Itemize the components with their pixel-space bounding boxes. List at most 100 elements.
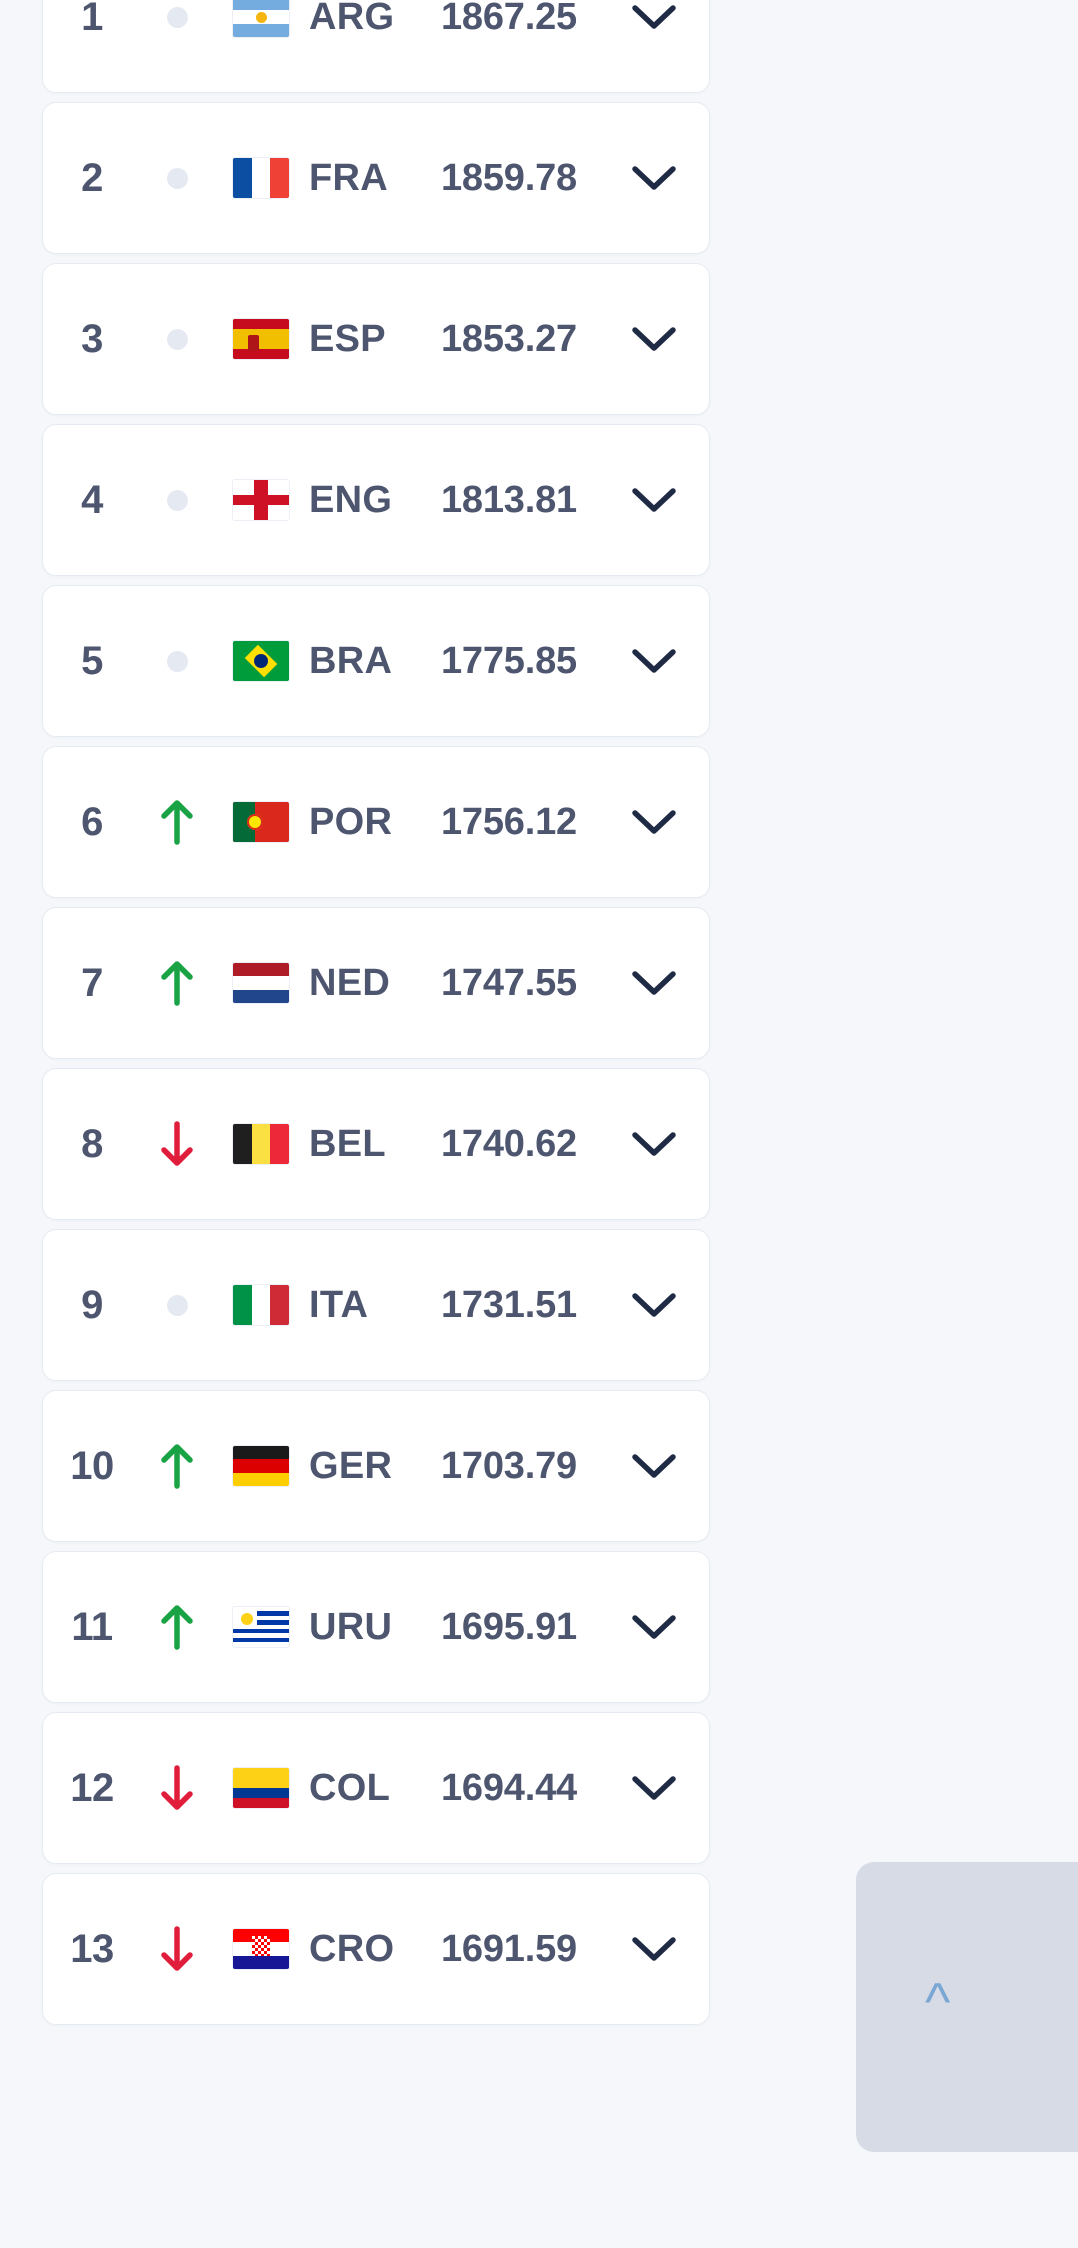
country-flag	[213, 158, 309, 198]
country-code: FRA	[309, 156, 388, 199]
rank-points: 1731.51	[441, 1283, 577, 1326]
rank-position: 3	[81, 316, 103, 361]
table-row[interactable]: 13 CRO 1691.59	[42, 1873, 710, 2025]
country-code: NED	[309, 961, 391, 1004]
country-flag	[213, 1124, 309, 1164]
rank-points: 1859.78	[441, 156, 577, 199]
country-flag	[213, 0, 309, 37]
country-code: BRA	[309, 639, 393, 682]
flag-brazil-icon	[233, 641, 289, 681]
expand-row-button[interactable]	[599, 486, 709, 514]
rank-points: 1867.25	[441, 0, 577, 38]
country-code: URU	[309, 1605, 393, 1648]
expand-row-button[interactable]	[599, 1935, 709, 1963]
country-flag	[213, 641, 309, 681]
rank-points: 1756.12	[441, 800, 577, 843]
expand-row-button[interactable]	[599, 1291, 709, 1319]
movement-down-icon	[160, 1121, 194, 1167]
movement-up-icon	[160, 960, 194, 1006]
country-code: COL	[309, 1766, 391, 1809]
country-flag	[213, 480, 309, 520]
rank-position: 1	[81, 0, 103, 39]
flag-germany-icon	[233, 1446, 289, 1486]
table-row[interactable]: 12 COL 1694.44	[42, 1712, 710, 1864]
expand-row-button[interactable]	[599, 164, 709, 192]
ranking-list[interactable]: 1 ARG 1867.25 2 FRA 1859.78 3 ESP 1853.27 4 ENG 181…	[0, 0, 1078, 2034]
flag-italy-icon	[233, 1285, 289, 1325]
flag-spain-icon	[233, 319, 289, 359]
country-flag	[213, 1285, 309, 1325]
expand-row-button[interactable]	[599, 1452, 709, 1480]
rank-position: 2	[81, 155, 103, 200]
movement-none-icon	[166, 650, 188, 672]
table-row[interactable]: 7 NED 1747.55	[42, 907, 710, 1059]
table-row[interactable]: 4 ENG 1813.81	[42, 424, 710, 576]
expand-row-button[interactable]	[599, 325, 709, 353]
rank-points: 1775.85	[441, 639, 577, 682]
rank-movement	[141, 799, 213, 845]
chevron-down-icon	[631, 325, 677, 353]
rank-movement	[141, 960, 213, 1006]
movement-up-icon	[160, 1443, 194, 1489]
rank-position: 4	[81, 477, 103, 522]
expand-row-button[interactable]	[599, 647, 709, 675]
expand-row-button[interactable]	[599, 1130, 709, 1158]
table-row[interactable]: 6 POR 1756.12	[42, 746, 710, 898]
movement-up-icon	[160, 1604, 194, 1650]
table-row[interactable]: 8 BEL 1740.62	[42, 1068, 710, 1220]
country-flag	[213, 1607, 309, 1647]
rank-position: 10	[70, 1443, 114, 1488]
rank-points: 1813.81	[441, 478, 577, 521]
table-row[interactable]: 1 ARG 1867.25	[42, 0, 710, 93]
rank-points: 1853.27	[441, 317, 577, 360]
movement-none-icon	[166, 328, 188, 350]
rank-movement	[141, 167, 213, 189]
flag-argentina-icon	[233, 0, 289, 37]
table-row[interactable]: 9 ITA 1731.51	[42, 1229, 710, 1381]
rank-points: 1695.91	[441, 1605, 577, 1648]
rank-points: 1691.59	[441, 1927, 577, 1970]
table-row[interactable]: 3 ESP 1853.27	[42, 263, 710, 415]
expand-row-button[interactable]	[599, 808, 709, 836]
chevron-down-icon	[631, 486, 677, 514]
flag-uruguay-icon	[233, 1607, 289, 1647]
rank-movement	[141, 1443, 213, 1489]
table-row[interactable]: 5 BRA 1775.85	[42, 585, 710, 737]
table-row[interactable]: 11 URU 1695.91	[42, 1551, 710, 1703]
rank-position: 6	[81, 799, 103, 844]
rank-position: 8	[81, 1121, 103, 1166]
country-flag	[213, 1768, 309, 1808]
expand-row-button[interactable]	[599, 3, 709, 31]
table-row[interactable]: 10 GER 1703.79	[42, 1390, 710, 1542]
table-row[interactable]: 2 FRA 1859.78	[42, 102, 710, 254]
expand-row-button[interactable]	[599, 969, 709, 997]
rank-movement	[141, 1926, 213, 1972]
chevron-down-icon	[631, 647, 677, 675]
chevron-down-icon	[631, 164, 677, 192]
chevron-down-icon	[631, 1291, 677, 1319]
rank-movement	[141, 1604, 213, 1650]
country-flag	[213, 319, 309, 359]
rank-movement	[141, 328, 213, 350]
chevron-down-icon	[631, 808, 677, 836]
rank-movement	[141, 489, 213, 511]
movement-up-icon	[160, 799, 194, 845]
movement-none-icon	[166, 1294, 188, 1316]
country-flag	[213, 802, 309, 842]
rank-movement	[141, 1294, 213, 1316]
expand-row-button[interactable]	[599, 1613, 709, 1641]
country-code: ITA	[309, 1283, 369, 1326]
rank-points: 1703.79	[441, 1444, 577, 1487]
country-code: ENG	[309, 478, 393, 521]
scroll-to-top-icon[interactable]: ^	[925, 1972, 951, 2032]
rank-position: 12	[70, 1765, 114, 1810]
expand-row-button[interactable]	[599, 1774, 709, 1802]
movement-none-icon	[166, 489, 188, 511]
country-code: POR	[309, 800, 393, 843]
chevron-down-icon	[631, 1613, 677, 1641]
country-flag	[213, 1446, 309, 1486]
rank-movement	[141, 6, 213, 28]
rank-position: 5	[81, 638, 103, 683]
country-flag	[213, 963, 309, 1003]
flag-france-icon	[233, 158, 289, 198]
